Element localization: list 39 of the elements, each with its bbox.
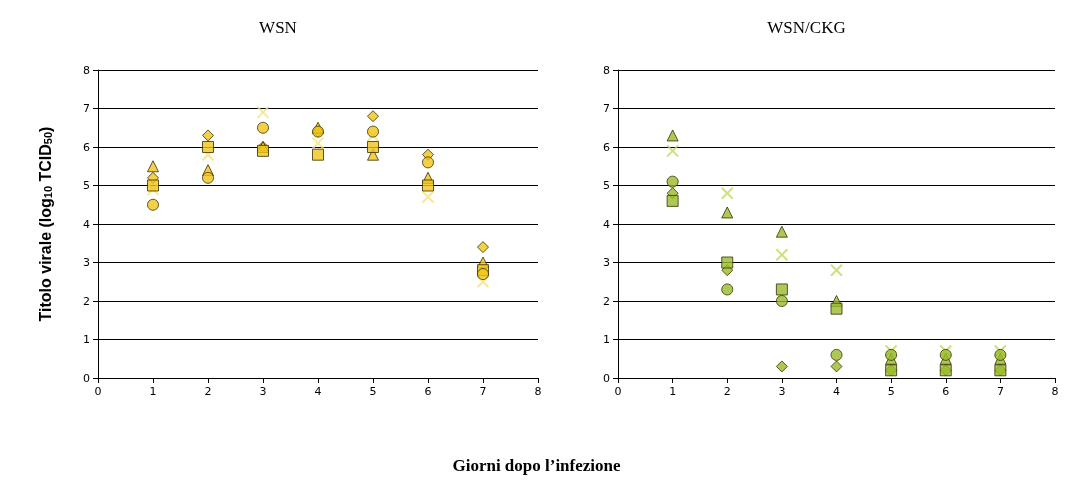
y-tick-label: 1 [603, 333, 610, 346]
y-tick-label: 4 [83, 217, 90, 231]
y-tick-label: 5 [603, 179, 610, 192]
y-tick-label: 0 [603, 371, 610, 385]
x-tick-label: 4 [314, 385, 322, 398]
x-tick-label: 0 [94, 385, 102, 398]
x-tick-label: 7 [996, 385, 1004, 398]
x-tick-label: 6 [424, 385, 432, 398]
x-tick-label: 8 [1051, 385, 1059, 398]
x-axis-title: Giorni dopo l’infezione [451, 456, 622, 476]
x-tick-label: 3 [778, 385, 786, 398]
y-tick-label: 6 [603, 140, 610, 154]
y-tick-label: 0 [83, 371, 90, 385]
y-tick-label: 3 [603, 256, 610, 269]
x-tick-label: 7 [479, 385, 487, 398]
y-tick-label: 2 [83, 294, 90, 308]
y-tick-label: 3 [83, 256, 90, 269]
y-tick-label: 7 [83, 102, 90, 115]
x-tick-label: 6 [942, 385, 950, 398]
x-tick-label: 3 [259, 385, 267, 398]
y-tick-label: 8 [83, 63, 90, 77]
y-tick-label: 8 [603, 63, 610, 77]
x-tick-label: 2 [204, 385, 212, 398]
x-tick-label: 8 [534, 385, 542, 398]
x-tick-label: 1 [669, 385, 677, 398]
y-tick-label: 6 [83, 140, 90, 154]
x-tick-label: 2 [723, 385, 731, 398]
chart-title: WSN/CKG [767, 18, 846, 37]
y-tick-label: 2 [603, 294, 610, 308]
y-tick-label: 4 [603, 217, 610, 231]
y-tick-label: 7 [603, 102, 610, 115]
y-tick-label: 1 [83, 333, 90, 346]
x-tick-label: 5 [887, 385, 895, 398]
x-tick-label: 5 [369, 385, 377, 398]
chart-title: WSN [259, 18, 297, 37]
y-tick-label: 5 [83, 179, 90, 192]
x-tick-label: 4 [833, 385, 840, 398]
x-tick-label: 1 [149, 385, 157, 398]
x-tick-label: 0 [614, 385, 622, 398]
